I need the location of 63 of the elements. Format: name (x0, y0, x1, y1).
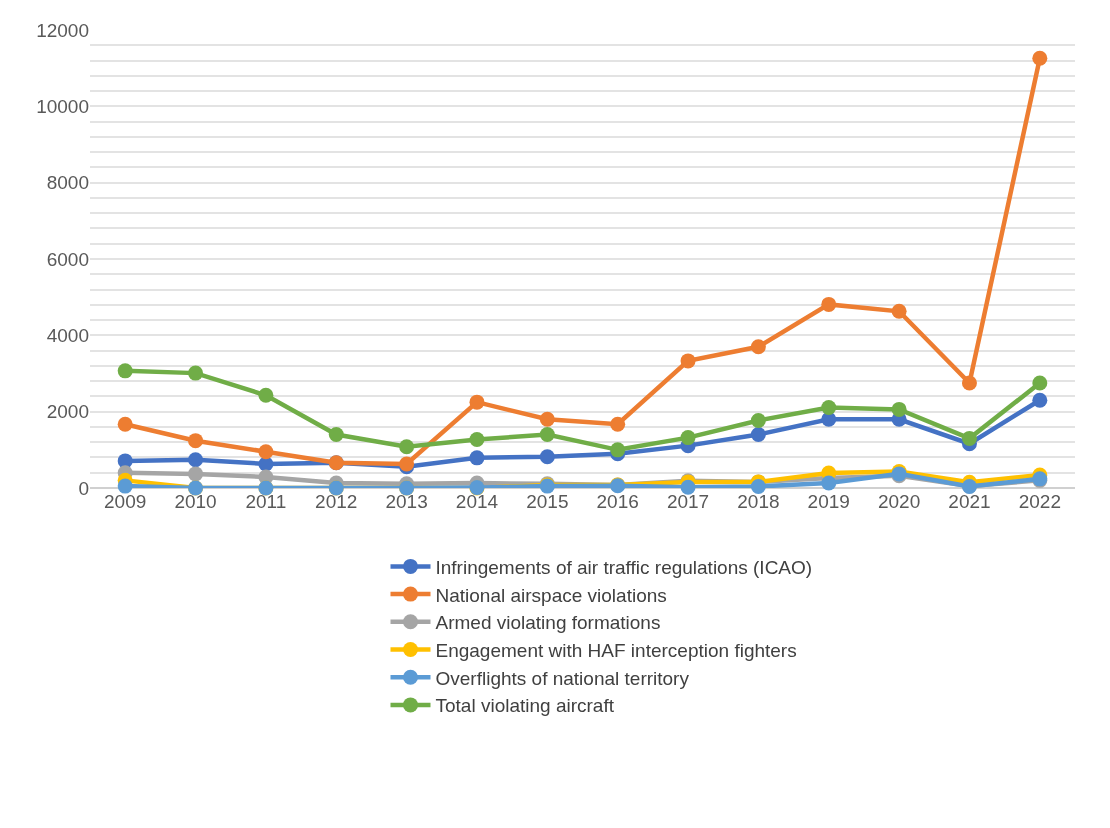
point (961, 375, 977, 391)
point (117, 416, 133, 432)
x-tick-label: 2012 (315, 491, 358, 512)
x-tick-label: 2014 (455, 491, 499, 512)
legend-label: Overflights of national territory (435, 667, 690, 689)
point (891, 303, 907, 319)
x-tick-label: 2017 (666, 491, 710, 512)
point (258, 444, 274, 460)
point (469, 450, 485, 466)
x-tick-label: 2022 (1018, 491, 1061, 512)
point (821, 296, 837, 312)
legend-label: Armed violating formations (435, 612, 661, 634)
point (188, 466, 204, 482)
x-tick-label: 2010 (174, 491, 217, 512)
point (117, 363, 133, 379)
point (821, 399, 837, 415)
y-tick-label: 12000 (36, 19, 89, 41)
legend-label: Infringements of air traffic regulations (ICAO) (435, 556, 813, 578)
point (539, 411, 555, 427)
y-tick-label: 0 (78, 477, 89, 499)
x-tick-label: 2013 (385, 491, 428, 512)
x-tick-label: 2015 (526, 491, 569, 512)
point (539, 449, 555, 465)
point (680, 479, 696, 495)
x-tick-label: 2009 (104, 491, 147, 512)
legend-label: Engagement with HAF interception fighters (435, 639, 797, 661)
point (188, 365, 204, 381)
x-tick-label: 2021 (948, 491, 991, 512)
x-tick-label: 2016 (596, 491, 639, 512)
point (961, 430, 977, 446)
y-tick-label: 4000 (46, 324, 89, 346)
y-tick-label: 6000 (46, 248, 89, 270)
legend-label: Total violating aircraft (435, 695, 615, 717)
point (610, 442, 626, 458)
y-tick-label: 2000 (46, 401, 89, 423)
point (750, 427, 766, 443)
point (680, 430, 696, 446)
x-tick-label: 2011 (245, 491, 287, 512)
point (469, 394, 485, 410)
point (750, 412, 766, 428)
point (750, 478, 766, 494)
x-tick-label: 2020 (877, 491, 921, 512)
point (117, 478, 133, 494)
point (750, 339, 766, 355)
point (539, 427, 555, 443)
point (1032, 375, 1048, 391)
point (891, 401, 907, 417)
point (258, 387, 274, 403)
point (188, 452, 204, 468)
y-tick-label: 10000 (36, 95, 89, 117)
point (821, 475, 837, 491)
y-tick-label: 8000 (46, 172, 89, 194)
point (469, 432, 485, 448)
legend-label: National airspace violations (435, 584, 667, 606)
x-tick-label: 2019 (807, 491, 850, 512)
point (328, 427, 344, 443)
point (188, 433, 204, 449)
point (1032, 392, 1048, 408)
x-tick-label: 2018 (737, 491, 780, 512)
point (610, 416, 626, 432)
point (399, 439, 415, 455)
point (1032, 50, 1048, 66)
point (680, 353, 696, 369)
